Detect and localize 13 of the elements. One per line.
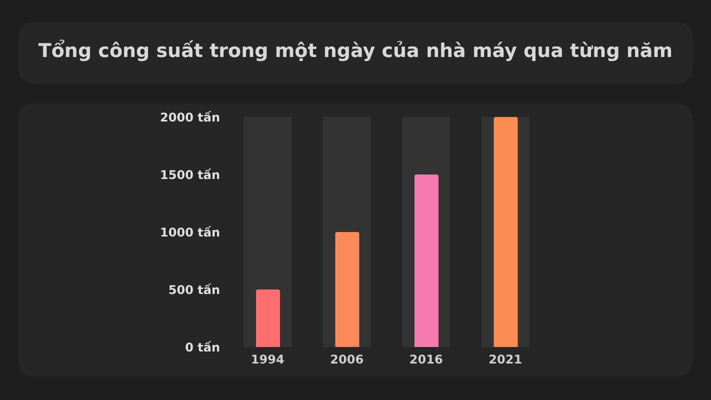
x-tick-label: 2016 <box>409 352 443 367</box>
x-tick-label: 1994 <box>250 352 284 367</box>
y-tick-label: 0 tấn <box>185 340 220 354</box>
chart-title: Tổng công suất trong một ngày của nhà máy qua từng năm <box>37 40 674 62</box>
x-tick-label: 2006 <box>330 352 364 367</box>
bar <box>256 290 280 347</box>
y-tick-label: 2000 tấn <box>160 110 220 124</box>
x-tick-label: 2021 <box>488 352 522 367</box>
y-tick-label: 500 tấn <box>168 282 220 297</box>
bar <box>414 174 438 347</box>
y-tick-label: 1500 tấn <box>160 168 220 182</box>
bar <box>335 232 360 347</box>
y-tick-label: 1000 tấn <box>160 225 220 240</box>
